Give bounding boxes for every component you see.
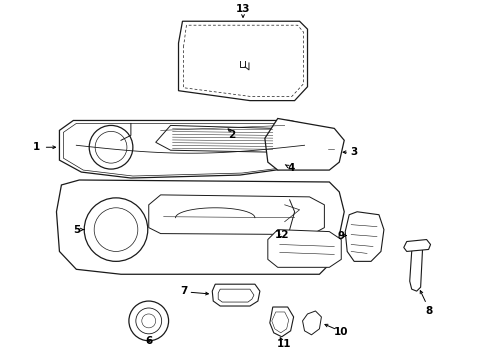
Polygon shape: [212, 284, 260, 306]
Polygon shape: [302, 311, 321, 335]
Polygon shape: [59, 121, 337, 178]
Text: 3: 3: [350, 147, 358, 157]
Text: 12: 12: [274, 230, 289, 239]
Text: 10: 10: [334, 327, 348, 337]
Text: 8: 8: [425, 306, 432, 316]
Polygon shape: [265, 118, 344, 170]
Circle shape: [84, 198, 148, 261]
Polygon shape: [156, 125, 294, 152]
Text: 5: 5: [74, 225, 81, 235]
Circle shape: [89, 125, 133, 169]
Text: 9: 9: [338, 230, 345, 240]
Text: 1: 1: [33, 142, 40, 152]
Polygon shape: [178, 21, 308, 100]
Text: 4: 4: [288, 163, 295, 173]
Text: 2: 2: [228, 130, 236, 140]
Polygon shape: [404, 239, 431, 251]
Polygon shape: [56, 180, 344, 274]
Circle shape: [129, 301, 169, 341]
Polygon shape: [410, 242, 422, 291]
Polygon shape: [149, 195, 324, 235]
Polygon shape: [345, 212, 384, 261]
Polygon shape: [270, 307, 294, 337]
Text: 11: 11: [276, 339, 291, 349]
Polygon shape: [158, 123, 288, 134]
Text: 7: 7: [180, 286, 187, 296]
Text: 6: 6: [145, 336, 152, 346]
Polygon shape: [324, 144, 338, 157]
Text: 13: 13: [236, 4, 250, 14]
Polygon shape: [268, 230, 341, 267]
